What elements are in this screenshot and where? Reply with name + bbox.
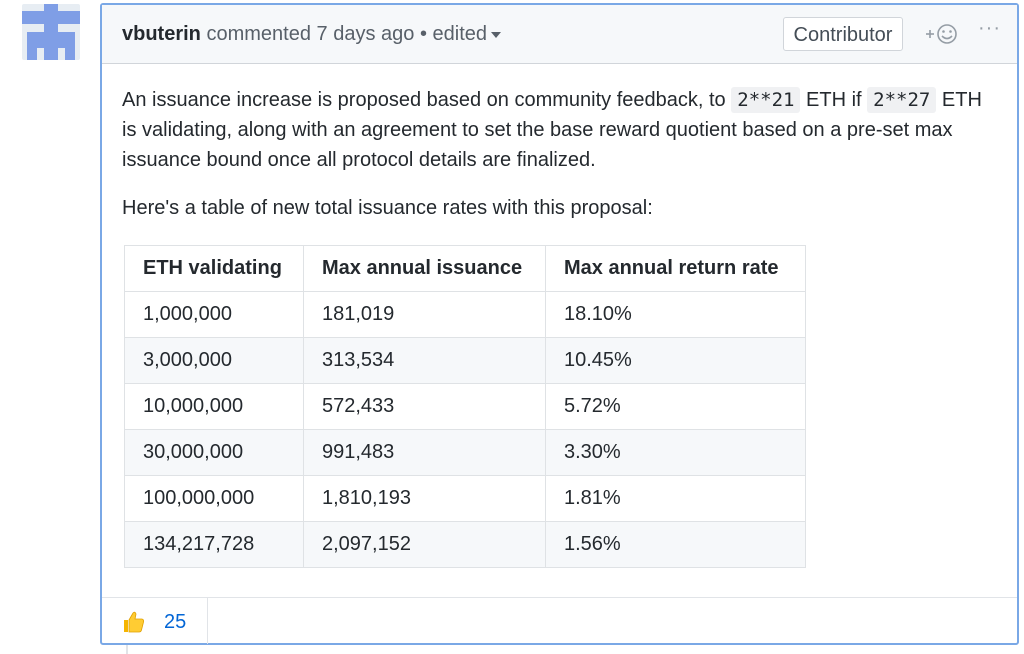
table-cell: 1,810,193	[303, 475, 546, 522]
table-header-row: ETH validating Max annual issuance Max a…	[124, 245, 806, 292]
table-cell: 181,019	[303, 291, 546, 338]
table-row: 3,000,000 313,534 10.45%	[124, 337, 806, 384]
reaction-count: 25	[164, 611, 187, 633]
table-cell: 100,000,000	[124, 475, 304, 522]
paragraph-text: ETH if	[800, 89, 868, 111]
paragraph-text: An issuance increase is proposed based o…	[122, 89, 732, 111]
add-reaction-icon	[926, 24, 957, 44]
thumbs-up-reaction-button[interactable]: 25	[102, 598, 208, 644]
table-cell: 572,433	[303, 383, 546, 430]
issuance-table: ETH validating Max annual issuance Max a…	[124, 245, 806, 568]
table-row: 10,000,000 572,433 5.72%	[124, 383, 806, 430]
author-link[interactable]: vbuterin	[122, 23, 201, 45]
comment-body: An issuance increase is proposed based o…	[122, 85, 997, 223]
table-row: 100,000,000 1,810,193 1.81%	[124, 475, 806, 522]
table-cell: 10,000,000	[124, 383, 304, 430]
table-cell: 1.81%	[545, 475, 806, 522]
timeline-line	[126, 644, 128, 654]
table-cell: 991,483	[303, 429, 546, 476]
table-cell: 3.30%	[545, 429, 806, 476]
separator-dot: •	[419, 23, 427, 45]
table-cell: 313,534	[303, 337, 546, 384]
comment-time[interactable]: 7 days ago	[316, 23, 415, 45]
table-cell: 1.56%	[545, 521, 806, 568]
table-cell: 5.72%	[545, 383, 806, 430]
table-row: 134,217,728 2,097,152 1.56%	[124, 521, 806, 568]
table-cell: 30,000,000	[124, 429, 304, 476]
table-cell: 3,000,000	[124, 337, 304, 384]
edited-dropdown[interactable]: edited	[433, 23, 502, 45]
column-header: Max annual issuance	[303, 245, 546, 292]
add-reaction-button[interactable]	[924, 21, 964, 47]
table-row: 1,000,000 181,019 18.10%	[124, 291, 806, 338]
table-row: 30,000,000 991,483 3.30%	[124, 429, 806, 476]
paragraph-table-intro: Here's a table of new total issuance rat…	[122, 197, 653, 219]
edited-label: edited	[432, 23, 488, 45]
more-options-button[interactable]: ···	[978, 17, 1001, 39]
avatar[interactable]	[22, 4, 80, 60]
table-cell: 2,097,152	[303, 521, 546, 568]
comment-action: commented	[206, 23, 311, 45]
contributor-badge: Contributor	[783, 17, 903, 51]
paragraph-proposal: An issuance increase is proposed based o…	[122, 85, 997, 175]
comment-meta: vbuterin commented 7 days ago • edited	[122, 23, 502, 46]
comment-header: vbuterin commented 7 days ago • edited C…	[102, 5, 1017, 64]
table-cell: 10.45%	[545, 337, 806, 384]
comment-box: vbuterin commented 7 days ago • edited C…	[100, 3, 1019, 645]
table-cell: 18.10%	[545, 291, 806, 338]
paragraph-text: ETH is validating, along with an agreeme…	[122, 89, 982, 171]
thumbs-up-icon	[124, 611, 144, 633]
table-cell: 1,000,000	[124, 291, 304, 338]
code-snippet: 2**21	[731, 87, 801, 113]
chevron-down-icon	[491, 31, 502, 38]
reactions-bar: 25	[102, 597, 1017, 644]
code-snippet: 2**27	[867, 87, 937, 113]
table-cell: 134,217,728	[124, 521, 304, 568]
column-header: Max annual return rate	[545, 245, 806, 292]
column-header: ETH validating	[124, 245, 304, 292]
